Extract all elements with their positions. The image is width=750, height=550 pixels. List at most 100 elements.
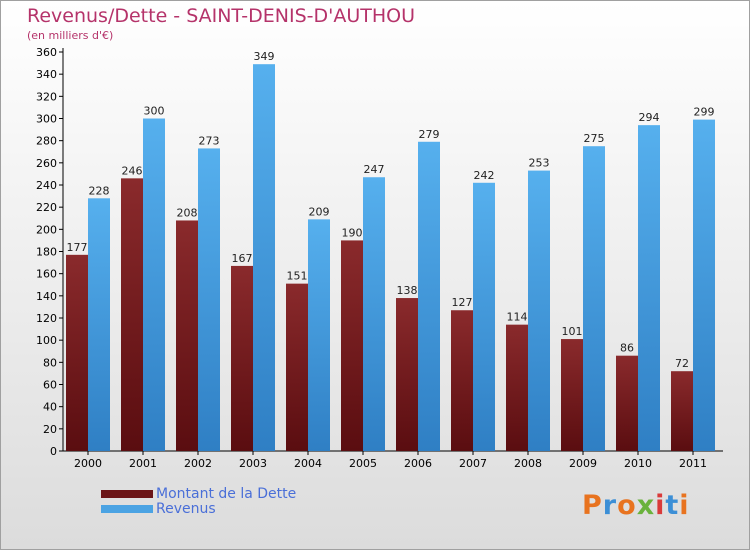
x-tick-label: 2004 — [294, 457, 322, 470]
bar-dette — [616, 355, 638, 451]
bar-dette — [286, 283, 308, 451]
y-tick-label: 100 — [36, 334, 57, 347]
legend: Montant de la Dette Revenus — [101, 486, 297, 517]
proxiti-logo: Proxiti — [582, 490, 690, 521]
axes: 0 20 40 60 80 100 120 140 160 180 200 220 240 260 280 3… — [36, 46, 723, 470]
x-tick-label: 2003 — [239, 457, 267, 470]
y-tick-label: 200 — [36, 223, 57, 236]
x-tick-label: 2005 — [349, 457, 377, 470]
data-label-revenus: 247 — [364, 163, 385, 176]
legend-swatch-dette — [101, 490, 153, 498]
bar-revenus — [418, 141, 440, 451]
bar-revenus — [88, 198, 110, 451]
bar-dette — [396, 298, 418, 451]
y-tick-label: 0 — [50, 445, 57, 458]
bar-dette — [671, 371, 693, 451]
data-label-dette: 114 — [507, 311, 528, 324]
bar-dette — [506, 324, 528, 451]
data-label-dette: 190 — [342, 226, 363, 239]
x-tick-label: 2007 — [459, 457, 487, 470]
data-label-revenus: 209 — [309, 205, 330, 218]
data-label-revenus: 275 — [584, 132, 605, 145]
chart-title: Revenus/Dette - SAINT-DENIS-D'AUTHOU — [27, 5, 416, 27]
bar-revenus — [583, 146, 605, 452]
bar-dette — [341, 240, 363, 451]
x-tick-label: 2006 — [404, 457, 432, 470]
logo-letter: r — [602, 490, 618, 521]
bar-revenus — [528, 170, 550, 451]
legend-label-revenus: Revenus — [156, 501, 216, 517]
data-label-revenus: 300 — [144, 105, 165, 118]
bar-chart: 0 20 40 60 80 100 120 140 160 180 200 220 240 260 280 3… — [36, 46, 723, 470]
x-tick-label: 2002 — [184, 457, 212, 470]
y-tick-label: 60 — [43, 379, 57, 392]
bar-dette — [231, 265, 253, 451]
bar-dette — [176, 220, 198, 451]
logo-letter: o — [617, 490, 637, 521]
y-tick-label: 340 — [36, 68, 57, 81]
data-label-dette: 127 — [452, 296, 473, 309]
bar-revenus — [143, 118, 165, 451]
bar-revenus — [473, 182, 495, 452]
logo-letter: t — [665, 490, 680, 521]
x-tick-label: 2011 — [679, 457, 707, 470]
bar-dette — [121, 178, 143, 451]
legend-item-dette: Montant de la Dette — [101, 486, 297, 502]
bar-revenus — [198, 148, 220, 452]
bar-revenus — [363, 177, 385, 451]
data-label-dette: 246 — [122, 164, 143, 177]
labels: 177 228 246 300 208 273 167 349 151 209 190 247 138 2… — [67, 50, 715, 370]
x-tick-label: 2000 — [74, 457, 102, 470]
data-label-revenus: 228 — [89, 184, 110, 197]
data-label-dette: 101 — [562, 325, 583, 338]
data-label-revenus: 294 — [639, 111, 660, 124]
y-tick-label: 180 — [36, 246, 57, 259]
data-label-revenus: 253 — [529, 157, 550, 170]
y-tick-label: 260 — [36, 157, 57, 170]
logo-letter: x — [636, 490, 656, 521]
data-label-revenus: 299 — [694, 106, 715, 119]
y-tick-label: 360 — [36, 46, 57, 59]
bar-revenus — [693, 119, 715, 451]
legend-swatch-revenus — [101, 505, 153, 513]
bar-dette — [66, 254, 88, 451]
data-label-revenus: 273 — [199, 134, 220, 147]
data-label-dette: 208 — [177, 206, 198, 219]
data-label-dette: 72 — [675, 357, 689, 370]
legend-label-dette: Montant de la Dette — [156, 486, 297, 502]
y-tick-label: 280 — [36, 135, 57, 148]
x-tick-label: 2008 — [514, 457, 542, 470]
bars — [66, 64, 715, 452]
data-label-dette: 151 — [287, 270, 308, 283]
y-tick-label: 220 — [36, 201, 57, 214]
y-tick-label: 80 — [43, 356, 57, 369]
chart-subtitle: (en milliers d'€) — [27, 29, 114, 42]
data-label-revenus: 349 — [254, 50, 275, 63]
x-tick-label: 2010 — [624, 457, 652, 470]
y-tick-label: 20 — [43, 423, 57, 436]
data-label-dette: 167 — [232, 252, 253, 265]
x-tick-label: 2009 — [569, 457, 597, 470]
logo-letter: i — [679, 490, 690, 521]
y-tick-label: 240 — [36, 179, 57, 192]
y-tick-label: 300 — [36, 113, 57, 126]
bar-dette — [451, 310, 473, 451]
data-label-revenus: 242 — [474, 169, 495, 182]
y-tick-label: 140 — [36, 290, 57, 303]
logo-letter: P — [582, 490, 603, 521]
y-tick-label: 120 — [36, 312, 57, 325]
logo-letter: i — [655, 490, 666, 521]
bar-revenus — [638, 125, 660, 452]
y-tick-label: 320 — [36, 90, 57, 103]
y-tick-label: 40 — [43, 401, 57, 414]
bar-revenus — [253, 64, 275, 452]
x-tick-label: 2001 — [129, 457, 157, 470]
bar-revenus — [308, 219, 330, 451]
bar-dette — [561, 339, 583, 451]
data-label-dette: 138 — [397, 284, 418, 297]
data-label-dette: 177 — [67, 241, 88, 254]
legend-item-revenus: Revenus — [101, 501, 296, 517]
data-label-revenus: 279 — [419, 128, 440, 141]
data-label-dette: 86 — [620, 342, 634, 355]
